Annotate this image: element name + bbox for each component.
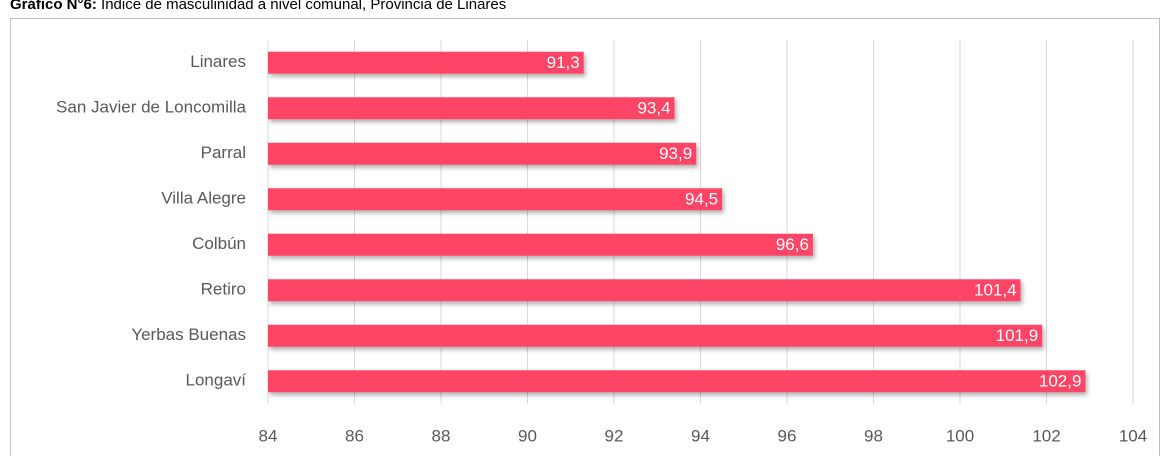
bar — [268, 97, 675, 120]
value-label: 94,5 — [685, 190, 718, 209]
x-tick-label: 100 — [946, 426, 974, 445]
bar — [268, 142, 697, 165]
category-label: Colbún — [192, 234, 246, 253]
bar — [268, 370, 1086, 393]
value-label: 91,3 — [547, 53, 580, 72]
value-label: 93,9 — [659, 144, 692, 163]
value-label: 93,4 — [637, 99, 670, 118]
value-label: 102,9 — [1039, 372, 1082, 391]
x-tick-label: 86 — [345, 426, 364, 445]
bar — [268, 188, 723, 211]
value-label: 101,9 — [996, 326, 1039, 345]
bar — [268, 233, 813, 256]
category-label: Linares — [190, 52, 246, 71]
bar — [268, 279, 1021, 302]
category-label: Yerbas Buenas — [131, 325, 246, 344]
category-label: Parral — [201, 143, 246, 162]
value-label: 101,4 — [974, 281, 1017, 300]
x-tick-label: 90 — [518, 426, 537, 445]
x-tick-label: 104 — [1119, 426, 1147, 445]
chart-title: Gráfico N°6: Índice de masculinidad a ni… — [10, 0, 506, 13]
value-label: 96,6 — [776, 235, 809, 254]
x-tick-label: 102 — [1032, 426, 1060, 445]
x-tick-label: 92 — [605, 426, 624, 445]
title-prefix: Gráfico N°6: — [10, 0, 97, 13]
x-tick-label: 84 — [259, 426, 278, 445]
title-text: Índice de masculinidad a nivel comunal, … — [101, 0, 506, 13]
category-label: Retiro — [201, 280, 246, 299]
category-label: San Javier de Loncomilla — [56, 98, 246, 117]
x-tick-label: 96 — [778, 426, 797, 445]
bar — [268, 51, 584, 74]
category-label: Longaví — [186, 371, 247, 390]
x-tick-label: 94 — [691, 426, 710, 445]
category-label: Villa Alegre — [161, 189, 246, 208]
bar — [268, 324, 1043, 347]
x-tick-label: 88 — [432, 426, 451, 445]
x-tick-label: 98 — [864, 426, 883, 445]
